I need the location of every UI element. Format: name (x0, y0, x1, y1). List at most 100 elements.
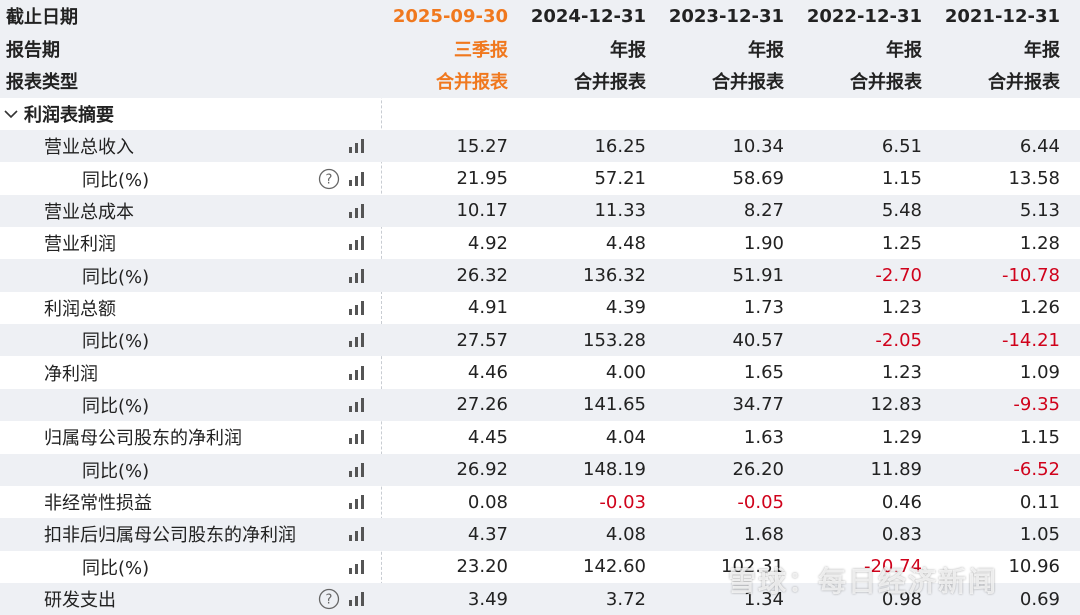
value-cell: 26.92 (456, 459, 508, 481)
chart-icon[interactable] (347, 138, 367, 154)
value-cell: 1.26 (1019, 297, 1060, 319)
chart-icon[interactable] (347, 462, 367, 478)
header-cell: 2023-12-31 (668, 5, 784, 27)
header-cell: 年报 (1024, 39, 1060, 61)
row-label: 同比(%) (82, 460, 150, 482)
data-row: 同比(%) 26.32 136.32 51.91 -2.70 -10.78 (0, 259, 1080, 292)
data-row: 同比(%) 26.92 148.19 26.20 11.89 -6.52 (0, 453, 1080, 486)
chart-icon[interactable] (347, 235, 367, 251)
chart-icon[interactable] (347, 591, 367, 607)
section-row[interactable]: 利润表摘要 (0, 98, 1080, 130)
value-cell: 0.08 (467, 491, 508, 513)
data-row: 非经常性损益 0.08 -0.03 -0.05 0.46 0.11 (0, 486, 1080, 518)
chart-icon[interactable] (347, 268, 367, 284)
value-cell: 1.23 (881, 297, 922, 319)
header-cell: 2025-09-30 (392, 5, 508, 27)
value-cell: 0.46 (881, 491, 922, 513)
value-cell: 4.37 (467, 523, 508, 545)
value-cell: 0.98 (881, 588, 922, 610)
value-cell: 141.65 (583, 394, 646, 416)
value-cell: 0.83 (881, 523, 922, 545)
row-label: 扣非后归属母公司股东的净利润 (44, 525, 296, 547)
value-cell: 5.48 (881, 200, 922, 222)
value-cell: 23.20 (456, 556, 508, 578)
value-cell: 11.33 (594, 200, 646, 222)
header-cell: 合并报表 (850, 72, 922, 94)
header-label: 截止日期 (6, 7, 78, 29)
value-cell: 5.13 (1019, 200, 1060, 222)
value-cell: 4.92 (467, 232, 508, 254)
row-label: 营业总成本 (44, 201, 134, 223)
value-cell: 27.26 (456, 394, 508, 416)
row-label: 非经常性损益 (44, 493, 152, 515)
value-cell: -20.74 (863, 556, 922, 578)
value-cell: 1.15 (1019, 426, 1060, 448)
header-row: 报表类型 合并报表 合并报表 合并报表 合并报表 合并报表 (0, 65, 1080, 98)
value-cell: 26.20 (732, 459, 784, 481)
value-cell: 26.32 (456, 265, 508, 287)
help-icon[interactable]: ? (318, 168, 340, 190)
value-cell: 1.29 (881, 426, 922, 448)
header-row: 报告期 三季报 年报 年报 年报 年报 (0, 33, 1080, 66)
value-cell: 6.44 (1019, 135, 1060, 157)
collapse-arrow[interactable] (4, 98, 18, 130)
value-cell: 40.57 (732, 329, 784, 351)
value-cell: 0.69 (1019, 588, 1060, 610)
header-cell: 年报 (748, 39, 784, 61)
value-cell: 1.05 (1019, 523, 1060, 545)
svg-text:?: ? (326, 172, 333, 187)
row-label: 同比(%) (82, 169, 150, 191)
data-row: 同比(%) 23.20 142.60 102.31 -20.74 10.96 (0, 551, 1080, 583)
value-cell: 1.34 (743, 588, 784, 610)
row-label: 营业总收入 (44, 137, 134, 159)
chart-icon[interactable] (347, 300, 367, 316)
chart-icon[interactable] (347, 559, 367, 575)
value-cell: 1.23 (881, 362, 922, 384)
data-row: 营业总收入 15.27 16.25 10.34 6.51 6.44 (0, 130, 1080, 163)
value-cell: 1.90 (743, 232, 784, 254)
header-cell: 合并报表 (436, 72, 508, 94)
data-row: 营业利润 4.92 4.48 1.90 1.25 1.28 (0, 227, 1080, 259)
value-cell: 15.27 (456, 135, 508, 157)
header-cell: 合并报表 (712, 72, 784, 94)
value-cell: 1.28 (1019, 232, 1060, 254)
value-cell: -10.78 (1001, 265, 1060, 287)
value-cell: 58.69 (732, 168, 784, 190)
value-cell: 153.28 (583, 329, 646, 351)
value-cell: 12.83 (870, 394, 922, 416)
help-icon[interactable]: ? (318, 588, 340, 610)
data-row: 研发支出? 3.49 3.72 1.34 0.98 0.69 (0, 582, 1080, 615)
value-cell: 6.51 (881, 135, 922, 157)
value-cell: 1.63 (743, 426, 784, 448)
value-cell: 4.39 (605, 297, 646, 319)
header-cell: 2021-12-31 (944, 5, 1060, 27)
header-label: 报表类型 (6, 72, 78, 94)
column-divider (381, 0, 382, 615)
chart-icon[interactable] (347, 526, 367, 542)
value-cell: 4.91 (467, 297, 508, 319)
chart-icon[interactable] (347, 365, 367, 381)
value-cell: 13.58 (1008, 168, 1060, 190)
chart-icon[interactable] (347, 429, 367, 445)
value-cell: 1.09 (1019, 362, 1060, 384)
chart-icon[interactable] (347, 494, 367, 510)
header-cell: 合并报表 (988, 72, 1060, 94)
value-cell: 3.72 (605, 588, 646, 610)
value-cell: -0.05 (737, 491, 784, 513)
chart-icon[interactable] (347, 332, 367, 348)
chart-icon[interactable] (347, 397, 367, 413)
chart-icon[interactable] (347, 171, 367, 187)
value-cell: -14.21 (1001, 329, 1060, 351)
value-cell: 10.34 (732, 135, 784, 157)
header-cell: 2024-12-31 (530, 5, 646, 27)
value-cell: -6.52 (1013, 459, 1060, 481)
chart-icon[interactable] (347, 203, 367, 219)
header-cell: 合并报表 (574, 72, 646, 94)
value-cell: 11.89 (870, 459, 922, 481)
header-row: 截止日期 2025-09-30 2024-12-31 2023-12-31 2022-1… (0, 0, 1080, 33)
data-row: 同比(%)? 21.95 57.21 58.69 1.15 13.58 (0, 162, 1080, 194)
row-label: 同比(%) (82, 395, 150, 417)
value-cell: 8.27 (743, 200, 784, 222)
watermark: 雪球：每日经济新闻 (728, 565, 999, 598)
value-cell: -9.35 (1013, 394, 1060, 416)
